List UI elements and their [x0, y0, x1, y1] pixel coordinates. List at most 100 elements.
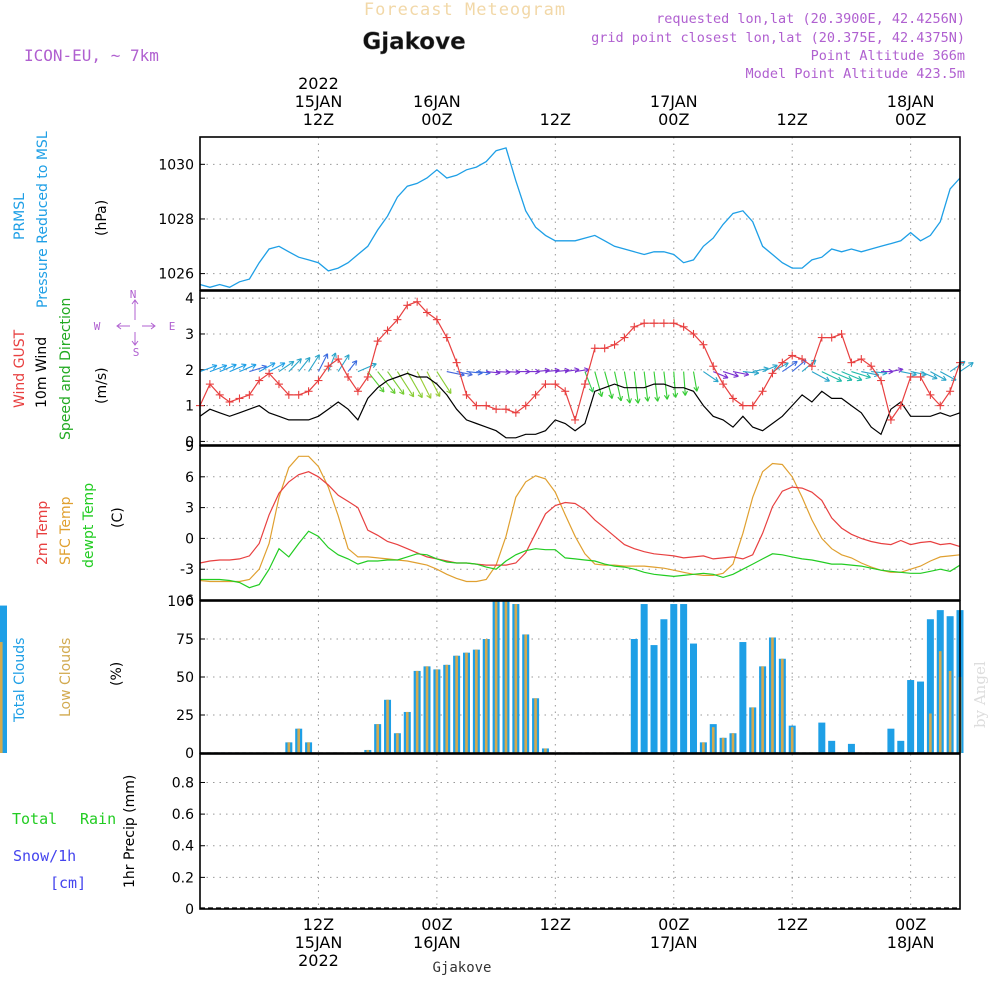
y-tick-label: 0.6	[172, 807, 194, 823]
gust-marker	[531, 390, 540, 399]
wind-direction-arrow	[209, 364, 228, 373]
total-clouds-bar	[897, 740, 905, 753]
compass-e: E	[169, 320, 176, 333]
gust-marker	[827, 333, 836, 342]
wind-direction-arrow	[703, 371, 719, 383]
wind-direction-arrow	[298, 356, 311, 372]
top-time-label: 00Z	[421, 110, 452, 129]
gust-marker	[541, 380, 550, 389]
low-clouds-bar	[396, 733, 399, 753]
gust-marker	[561, 387, 570, 396]
wind-direction-arrow	[308, 354, 320, 372]
total-clouds-bar	[887, 728, 895, 753]
compass-n: N	[130, 288, 137, 301]
low-clouds-bar	[386, 699, 389, 753]
gust-marker	[442, 333, 451, 342]
gust-marker	[758, 387, 767, 396]
low-clouds-bar	[504, 601, 508, 753]
gridpoint-coords: grid point closest lon,lat (20.375E, 42.…	[591, 30, 965, 46]
wind-direction-arrow	[811, 371, 830, 382]
low-clouds-bar	[771, 637, 774, 753]
gust-marker	[807, 362, 816, 371]
total-clouds-bar	[907, 680, 915, 753]
total-clouds-bar	[818, 722, 826, 753]
gust-marker	[699, 340, 708, 349]
low-clouds-bar	[781, 658, 784, 753]
total-clouds-bar	[680, 604, 688, 753]
dewpt-temp-label: dewpt Temp	[81, 483, 97, 568]
wind-direction-arrow	[692, 371, 700, 392]
gust-marker	[492, 405, 501, 414]
requested-coords: requested lon,lat (20.3900E, 42.4256N)	[656, 11, 965, 27]
y-tick-label: 25	[176, 708, 194, 724]
wind-direction-arrow	[268, 362, 286, 373]
total-clouds-bar	[660, 619, 668, 753]
gust-marker	[748, 401, 757, 410]
low-clouds-bar	[948, 670, 952, 753]
top-time-label: 2022	[298, 74, 339, 93]
gust-marker	[620, 333, 629, 342]
gust-marker	[689, 329, 698, 338]
footer-location: Gjakove	[432, 960, 491, 976]
gust-marker	[580, 380, 589, 389]
gust-marker	[205, 380, 214, 389]
wind-10m-line	[199, 372, 961, 439]
low-clouds-bar	[445, 664, 449, 753]
y-tick-label: 1030	[158, 157, 194, 173]
precip-panel: 0 0.2 0.4 0.6 0.8	[172, 754, 960, 918]
y-tick-label: 3	[185, 501, 194, 517]
low-clouds-bar	[702, 742, 705, 753]
low-clouds-bar	[297, 728, 301, 753]
wind-direction-arrow	[762, 364, 778, 373]
y-tick-label: -3	[180, 562, 194, 578]
top-time-label: 12Z	[777, 110, 808, 129]
gust-marker	[877, 376, 886, 385]
panel-frame	[199, 600, 961, 754]
gust-marker	[511, 408, 520, 417]
gust-marker	[817, 333, 826, 342]
y-tick-label: 6	[185, 470, 194, 486]
y-tick-label: 0	[185, 902, 194, 918]
top-time-label: 12Z	[303, 110, 334, 129]
gust-marker	[314, 376, 323, 385]
gust-marker	[709, 362, 718, 371]
y-tick-label: 0.2	[172, 870, 194, 886]
gust-marker	[610, 340, 619, 349]
bottom-time-label: 12Z	[777, 915, 808, 934]
gust-marker	[304, 387, 313, 396]
y-tick-label: 50	[176, 670, 194, 686]
y-tick-label: 9	[185, 439, 194, 455]
low-clouds-bar	[938, 651, 942, 753]
wind-direction-arrow	[821, 371, 843, 382]
pressure-reduced-label: Pressure Reduced to MSL	[35, 131, 51, 308]
gust-marker	[383, 326, 392, 335]
low-clouds-bar	[425, 666, 429, 753]
low-clouds-bar	[514, 604, 518, 753]
wind-direction-arrow	[653, 371, 661, 402]
pressure-panel: 1026 1028 1030	[158, 137, 961, 290]
low-clouds-bar	[534, 698, 537, 753]
bottom-time-label: 15JAN	[295, 933, 343, 952]
low-clouds-bar	[721, 737, 725, 753]
point-altitude: Point Altitude 366m	[811, 48, 965, 64]
gust-marker	[501, 405, 510, 414]
low-clouds-bar	[484, 639, 488, 753]
compass-w: W	[94, 320, 101, 333]
low-clouds-bar	[435, 669, 439, 753]
low-clouds-bar	[544, 748, 547, 753]
wind-direction-arrow	[663, 371, 670, 400]
wind-10m-label: 10m Wind	[34, 337, 50, 408]
bottom-time-label: 12Z	[540, 915, 571, 934]
bottom-time-label: 16JAN	[413, 933, 461, 952]
gust-marker	[294, 390, 303, 399]
gust-marker	[215, 390, 224, 399]
wind-direction-arrow	[377, 371, 396, 395]
y-tick-label: 0	[185, 746, 194, 762]
panel-frame	[199, 136, 961, 291]
low-clouds-bar	[0, 642, 3, 753]
low-clouds-bar	[287, 742, 291, 753]
wind-direction-arrow	[831, 371, 853, 382]
model-altitude: Model Point Altitude 423.5m	[746, 66, 965, 82]
bottom-time-label: 2022	[298, 951, 339, 970]
wind-direction-arrow	[199, 364, 218, 373]
